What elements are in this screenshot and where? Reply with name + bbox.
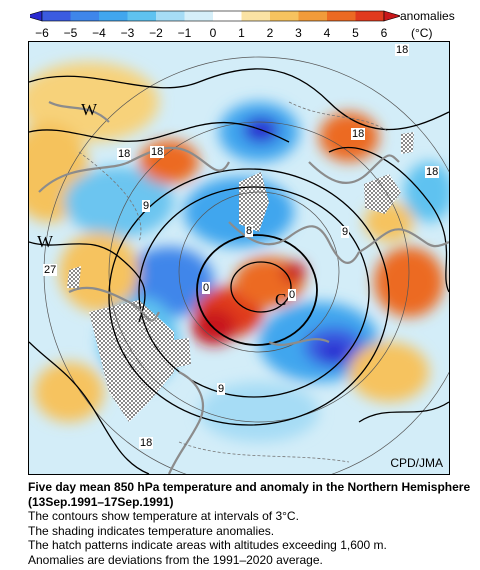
colorbar-tick-label: 2: [266, 26, 274, 40]
colorbar-segment: [270, 11, 299, 21]
colorbar-segment: [70, 11, 99, 21]
colorbar-segment: [156, 11, 185, 21]
anomaly-colorbar: −6 −5 −4 −3 −2 −1 0 1 2 3 4 5 6 anomalies (°C): [30, 6, 480, 42]
map-graphic: [29, 42, 449, 474]
contour-label: 18: [117, 148, 132, 160]
colorbar-tick-label: −4: [92, 26, 106, 40]
colorbar-segment: [327, 11, 356, 21]
colorbar-tick-label: 1: [238, 26, 245, 40]
contour-label: 27: [43, 264, 58, 276]
caption-line: The shading indicates temperature anomal…: [28, 523, 275, 538]
contour-label: 0: [288, 289, 297, 301]
colorbar-segment: [213, 11, 242, 21]
colorbar-segment: [298, 11, 327, 21]
colorbar-segment: [184, 11, 213, 21]
hemisphere-map: 18 18 18 18 18 9 8 9 27 0 0 9 18 W W C C…: [28, 41, 450, 475]
caption-line: The contours show temperature at interva…: [28, 509, 299, 523]
credit-label: CPD/JMA: [390, 456, 443, 470]
colorbar-tick-label: −3: [120, 26, 135, 40]
contour-label: 18: [351, 128, 366, 140]
colorbar-tick-label: −6: [35, 26, 49, 40]
figure-caption: Five day mean 850 hPa temperature and an…: [28, 480, 478, 567]
colorbar-tick-label: 0: [209, 26, 217, 40]
warm-center-marker: W: [81, 100, 98, 119]
contour-label: 9: [341, 226, 350, 238]
temperature-contours: [29, 68, 449, 474]
contour-label: 8: [245, 225, 254, 237]
colorbar-tick-label: −2: [149, 26, 163, 40]
colorbar-arrow-low: [30, 10, 43, 22]
legend-unit: (°C): [411, 26, 433, 40]
colorbar-segment: [127, 11, 156, 21]
colorbar-segment: [355, 11, 384, 21]
colorbar-tick-label: 5: [352, 26, 359, 40]
colorbar-tick-label: 4: [323, 26, 331, 40]
contour-label: 18: [150, 146, 165, 158]
colorbar-gradient: [30, 10, 400, 22]
legend-title: anomalies: [400, 9, 455, 23]
anomaly-contours: [78, 101, 390, 463]
caption-line: Anomalies are deviations from the 1991–2…: [28, 552, 323, 567]
colorbar-tick-label: −1: [177, 26, 192, 40]
colorbar-segment: [241, 11, 270, 21]
contour-label: 18: [139, 437, 154, 449]
cold-center-marker: C: [275, 290, 287, 309]
colorbar-tick-label: −5: [63, 26, 78, 40]
colorbar-segment: [42, 11, 71, 21]
contour-label: 9: [217, 383, 226, 395]
colorbar-arrow-high: [383, 10, 400, 22]
colorbar-segment: [99, 11, 128, 21]
caption-line: The hatch patterns indicate areas with a…: [28, 538, 387, 552]
warm-center-marker: W: [37, 232, 54, 251]
caption-title: Five day mean 850 hPa temperature and an…: [28, 480, 471, 509]
contour-label: 18: [395, 44, 410, 56]
colorbar-tick-label: 6: [380, 26, 388, 40]
contour-label: 9: [142, 200, 151, 212]
colorbar-tick-label: 3: [295, 26, 302, 40]
contour-label: 0: [202, 282, 211, 294]
contour-label: 18: [425, 166, 440, 178]
